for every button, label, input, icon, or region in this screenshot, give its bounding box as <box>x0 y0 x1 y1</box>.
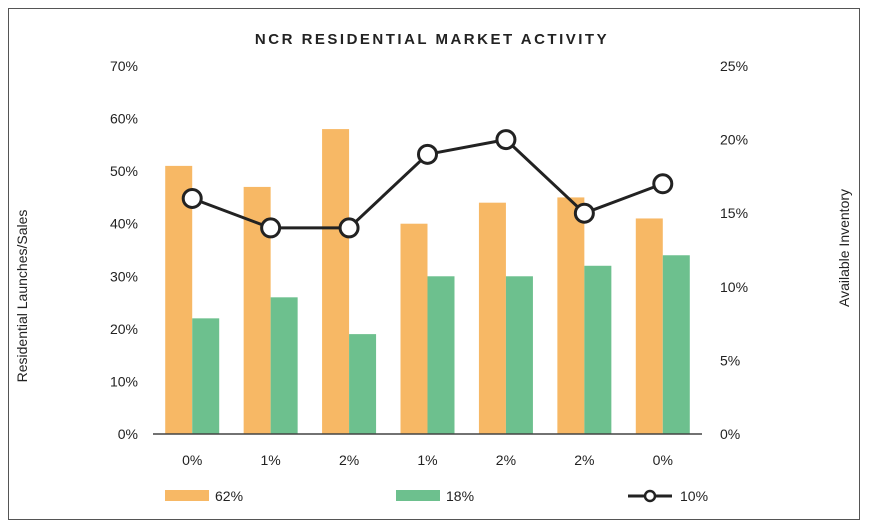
legend-label-2: 18% <box>446 488 474 504</box>
x-tick-label: 0% <box>182 452 202 468</box>
x-tick-label: 2% <box>574 452 594 468</box>
line-point <box>495 129 517 151</box>
bar-series-1 <box>165 165 193 434</box>
bar-series-2 <box>270 297 298 434</box>
bar-series-2 <box>427 276 455 434</box>
line-point <box>260 217 282 239</box>
x-tick-label: 1% <box>417 452 437 468</box>
x-tick-label: 2% <box>496 452 516 468</box>
legend-swatch-2 <box>396 490 440 501</box>
bar-series-1 <box>557 197 585 434</box>
y-tick-label: 10% <box>110 373 138 389</box>
bar-series-1 <box>400 223 428 434</box>
bar-series-2 <box>662 255 690 434</box>
y-tick-label: 50% <box>110 163 138 179</box>
bar-series-2 <box>505 276 533 434</box>
chart-title: NCR RESIDENTIAL MARKET ACTIVITY <box>255 31 609 48</box>
x-tick-label: 2% <box>339 452 359 468</box>
legend-marker-3 <box>643 489 657 503</box>
y2-tick-label: 25% <box>720 58 748 74</box>
y2-tick-label: 10% <box>720 279 748 295</box>
line-point <box>652 173 674 195</box>
line-point <box>417 143 438 165</box>
x-tick-label: 1% <box>261 452 281 468</box>
legend-label-1: 62% <box>215 488 243 504</box>
bar-series-2 <box>192 318 220 434</box>
y2-tick-label: 5% <box>720 352 740 368</box>
y-tick-label: 20% <box>110 321 138 337</box>
bar-series-1 <box>322 129 350 435</box>
bar-series-1 <box>635 218 663 434</box>
y2-tick-label: 0% <box>720 426 740 442</box>
bar-series-2 <box>349 334 377 434</box>
y-tick-label: 60% <box>110 111 138 127</box>
legend-label-3: 10% <box>680 488 708 504</box>
y-tick-label: 0% <box>118 426 138 442</box>
y2-axis-title: Available Inventory <box>836 189 852 307</box>
y-tick-label: 40% <box>110 216 138 232</box>
line-point <box>573 202 595 224</box>
bar-series-2 <box>584 265 612 434</box>
y-axis-title: Residential Launches/Sales <box>14 210 30 383</box>
y-tick-label: 30% <box>110 268 138 284</box>
y2-tick-label: 20% <box>720 132 748 148</box>
line-point <box>181 187 203 209</box>
legend-swatch-1 <box>165 490 209 501</box>
y-tick-label: 70% <box>110 58 138 74</box>
line-point <box>338 217 360 239</box>
y2-tick-label: 15% <box>720 205 748 221</box>
x-tick-label: 0% <box>653 452 673 468</box>
bar-series-1 <box>478 202 506 434</box>
